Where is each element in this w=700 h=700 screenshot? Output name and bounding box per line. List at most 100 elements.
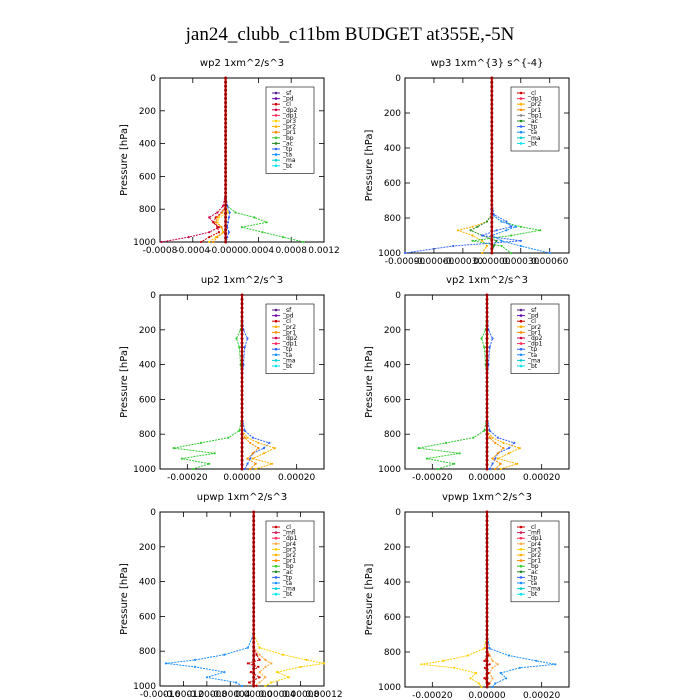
y-tick-label: 0 xyxy=(150,74,156,84)
zero-profile-point xyxy=(490,142,494,146)
data-point xyxy=(227,221,230,224)
data-point xyxy=(273,447,276,450)
legend-entry: _ta xyxy=(282,152,292,159)
x-tick-label: 0.00000 xyxy=(473,257,510,267)
zero-profile-point xyxy=(490,220,494,224)
zero-profile-point xyxy=(485,514,489,518)
legend-marker xyxy=(519,536,523,540)
zero-profile-point xyxy=(252,588,256,592)
y-tick-label: 400 xyxy=(139,140,156,150)
legend-entry: _bt xyxy=(527,591,538,598)
zero-profile-point xyxy=(252,649,256,653)
data-point xyxy=(240,684,244,688)
zero-profile-point xyxy=(485,415,489,419)
x-tick-label: 0.00000 xyxy=(235,690,272,700)
data-point xyxy=(258,681,261,684)
zero-profile-point xyxy=(252,527,256,531)
zero-profile-point xyxy=(252,562,256,566)
zero-profile-point xyxy=(240,323,244,327)
zero-profile-point xyxy=(485,567,489,571)
zero-profile-point xyxy=(485,545,489,549)
data-point xyxy=(249,467,252,471)
x-tick-label: 0.00060 xyxy=(531,257,568,267)
legend-entry: _dp1 xyxy=(282,112,298,119)
data-point xyxy=(500,244,503,248)
zero-profile-point xyxy=(252,675,256,679)
legend-entry: _ma xyxy=(282,157,296,164)
data-point xyxy=(216,236,219,239)
zero-profile-point xyxy=(485,528,489,531)
data-point xyxy=(246,662,249,665)
data-point xyxy=(471,234,474,237)
zero-profile-point xyxy=(490,212,494,216)
data-point xyxy=(500,239,503,242)
data-point xyxy=(469,229,472,232)
data-point xyxy=(243,429,246,432)
legend-entry: _pr1 xyxy=(527,329,541,336)
zero-profile-point xyxy=(224,121,228,125)
data-point xyxy=(208,216,211,219)
zero-profile-point xyxy=(224,162,228,166)
data-point xyxy=(499,462,502,465)
zero-profile-point xyxy=(252,540,256,544)
zero-profile-point xyxy=(490,115,494,119)
zero-profile-point xyxy=(485,663,489,667)
data-point xyxy=(481,251,484,255)
legend-entry: _mfl xyxy=(282,530,296,537)
y-axis-label: Pressure [hPa] xyxy=(364,130,375,202)
zero-profile-point xyxy=(490,251,494,255)
zero-profile-point xyxy=(224,183,228,187)
zero-profile-point xyxy=(490,203,494,207)
x-tick-label: 0.00000 xyxy=(223,473,260,483)
zero-profile-point xyxy=(240,445,244,449)
y-tick-label: 800 xyxy=(139,430,156,440)
data-point xyxy=(519,244,522,248)
data-point xyxy=(194,658,197,662)
y-axis-label: Pressure [hPa] xyxy=(119,346,130,418)
legend-entry: _tp xyxy=(527,346,537,353)
legend-marker xyxy=(274,536,278,540)
zero-profile-point xyxy=(485,641,489,645)
zero-profile-point xyxy=(490,133,494,137)
data-point xyxy=(228,211,231,214)
legend-marker xyxy=(519,559,523,562)
data-point xyxy=(251,436,254,439)
legend-entry: _pr3 xyxy=(282,118,296,125)
legend-marker xyxy=(274,364,278,368)
legend-marker xyxy=(519,542,523,546)
zero-profile-point xyxy=(490,159,494,163)
legend-entry: _pr4 xyxy=(282,541,296,548)
data-point xyxy=(480,685,483,689)
data-point xyxy=(481,239,484,242)
zero-profile-point xyxy=(224,84,228,88)
legend-marker xyxy=(274,576,278,579)
zero-profile-point xyxy=(485,523,489,527)
legend-entry: _bp xyxy=(527,563,539,570)
zero-profile-point xyxy=(490,98,494,102)
zero-profile-point xyxy=(224,101,228,105)
zero-profile-point xyxy=(485,633,489,636)
zero-profile-point xyxy=(240,354,244,358)
y-tick-label: 400 xyxy=(384,578,401,588)
data-point xyxy=(276,671,279,674)
legend-entry: _dp1 xyxy=(282,341,298,348)
data-point xyxy=(471,225,474,228)
legend-marker xyxy=(519,587,523,590)
zero-profile-point xyxy=(485,293,489,297)
zero-profile-point xyxy=(485,302,489,306)
zero-profile-point xyxy=(224,80,228,84)
legend-marker xyxy=(274,102,278,106)
zero-profile-point xyxy=(224,187,228,191)
legend-marker xyxy=(274,570,278,574)
data-point xyxy=(208,231,211,234)
data-point xyxy=(469,677,472,680)
legend-marker xyxy=(519,553,523,557)
data-point xyxy=(491,457,494,460)
data-point xyxy=(471,239,474,242)
data-point xyxy=(453,666,456,669)
zero-profile-point xyxy=(240,463,244,467)
x-tick-label: -0.00090 xyxy=(385,257,426,267)
data-point xyxy=(488,346,491,349)
legend-entry: _ac xyxy=(282,140,293,147)
zero-profile-point xyxy=(224,191,228,195)
